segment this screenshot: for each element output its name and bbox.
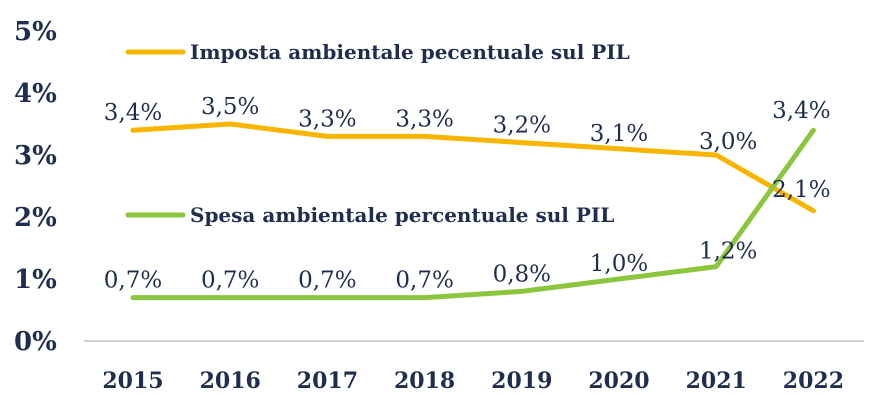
data-label: 1,2% — [699, 239, 757, 265]
x-tick-label: 2016 — [200, 368, 261, 394]
legend-label: Imposta ambientale pecentuale sul PIL — [190, 40, 630, 64]
y-tick-label: 3% — [14, 141, 57, 171]
y-tick-label: 2% — [14, 203, 57, 233]
data-labels: 3,4% 3,5% 3,3% 3,3% 3,2% 3,1% 3,0% 2,1% 0,7% 0,7%… — [104, 94, 831, 294]
series-line-2 — [130, 127, 816, 301]
legend: Imposta ambientale pecentuale sul PIL Spe… — [125, 40, 630, 227]
x-tick-label: 2015 — [102, 368, 163, 394]
data-label: 3,2% — [493, 113, 551, 139]
y-tick-label: 0% — [14, 327, 57, 357]
data-label: 0,7% — [298, 268, 356, 294]
legend-label: Spesa ambientale percentuale sul PIL — [190, 203, 614, 227]
x-tick-label: 2022 — [783, 368, 844, 394]
data-label: 3,3% — [395, 106, 453, 132]
y-tick-label: 4% — [14, 79, 57, 109]
data-label: 0,7% — [395, 268, 453, 294]
data-label: 0,7% — [104, 268, 162, 294]
data-label: 0,8% — [493, 261, 551, 287]
axes: 0% 1% 2% 3% 4% 5% 2015 2016 2017 2018 2019 2020 2021… — [14, 17, 864, 394]
data-label: 3,5% — [201, 94, 259, 120]
series-line-1 — [130, 121, 816, 214]
x-tick-label: 2021 — [686, 368, 747, 394]
data-label: 2,1% — [772, 177, 830, 203]
data-label: 3,4% — [104, 100, 162, 126]
x-tick-label: 2017 — [297, 368, 358, 394]
y-tick-label: 5% — [14, 17, 57, 47]
x-tick-label: 2020 — [588, 368, 649, 394]
data-label: 3,3% — [298, 106, 356, 132]
data-label: 0,7% — [201, 268, 259, 294]
data-label: 3,0% — [699, 129, 757, 155]
series-lines — [130, 121, 816, 301]
data-label: 3,4% — [772, 98, 830, 124]
y-tick-label: 1% — [14, 265, 57, 295]
x-tick-label: 2018 — [394, 368, 455, 394]
x-tick-label: 2019 — [491, 368, 552, 394]
data-label: 3,1% — [590, 121, 648, 147]
data-label: 1,0% — [590, 251, 648, 277]
